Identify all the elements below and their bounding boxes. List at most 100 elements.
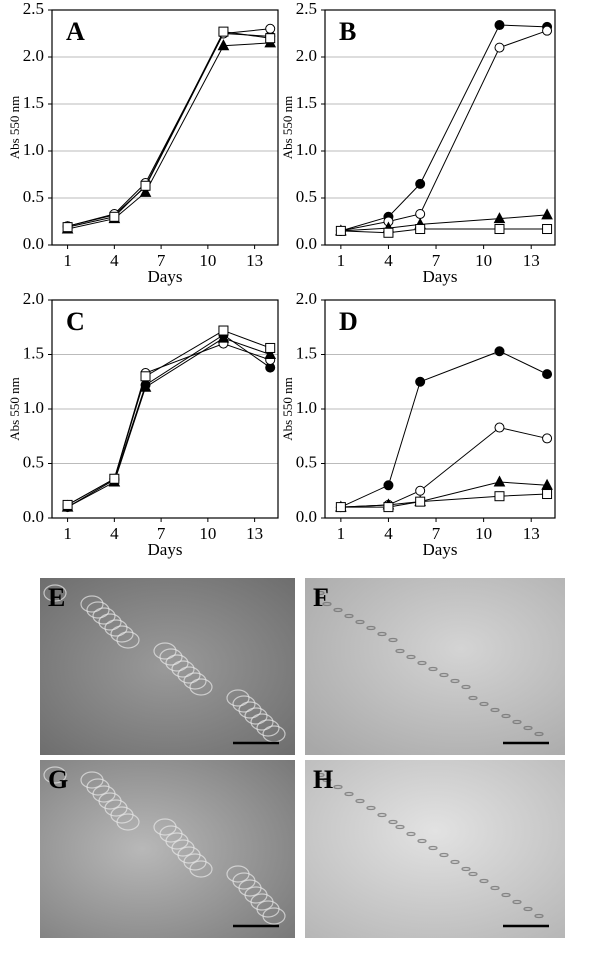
x-tick-label: 13	[523, 251, 540, 270]
cell	[377, 631, 387, 637]
x-tick-label: 7	[157, 251, 166, 270]
y-tick-label: 1.0	[296, 398, 317, 417]
cell	[226, 689, 250, 707]
y-tick-label: 0.0	[296, 234, 317, 253]
marker	[494, 42, 505, 53]
cell	[388, 637, 398, 643]
cell	[177, 666, 201, 684]
cell	[333, 784, 343, 790]
panel-letter: C	[66, 307, 85, 336]
cell	[80, 595, 104, 613]
series-line	[340, 24, 548, 232]
x-tick-label: 7	[432, 251, 441, 270]
x-axis-label: Days	[148, 540, 183, 559]
y-axis-label: Abs 550 nm	[280, 377, 295, 441]
panel-letter: D	[339, 307, 358, 336]
series-line	[67, 329, 271, 506]
x-tick-label: 1	[63, 251, 72, 270]
y-tick-label: 0.0	[23, 507, 44, 526]
marker	[541, 208, 553, 220]
y-tick-label: 1.0	[23, 140, 44, 159]
cell	[501, 713, 511, 719]
cell	[534, 731, 544, 737]
cell	[322, 601, 332, 607]
cell	[490, 707, 500, 713]
marker	[383, 227, 394, 238]
cell	[256, 719, 280, 737]
x-tick-label: 1	[63, 524, 72, 543]
marker	[335, 502, 346, 513]
cell	[110, 625, 134, 643]
cell	[468, 871, 478, 877]
cell	[355, 619, 365, 625]
x-tick-label: 10	[475, 251, 492, 270]
cell	[377, 812, 387, 818]
y-tick-label: 1.5	[296, 343, 317, 362]
marker	[494, 20, 505, 31]
y-tick-label: 2.0	[296, 289, 317, 308]
y-tick-label: 2.5	[23, 0, 44, 18]
panel-letter: B	[339, 17, 356, 46]
plot-frame	[51, 9, 279, 246]
marker	[494, 422, 505, 433]
marker	[415, 496, 426, 507]
y-axis-label: Abs 550 nm	[280, 96, 295, 160]
cell	[43, 584, 67, 602]
cell	[512, 719, 522, 725]
panel-letter: A	[66, 17, 85, 46]
y-tick-label: 2.0	[23, 289, 44, 308]
cell	[395, 824, 405, 830]
marker	[265, 23, 276, 34]
cell	[501, 892, 511, 898]
y-tick-label: 0.0	[23, 234, 44, 253]
cell	[523, 725, 533, 731]
cell	[183, 672, 207, 690]
marker	[542, 433, 553, 444]
cell	[189, 678, 213, 696]
cell	[92, 607, 116, 625]
x-tick-label: 1	[337, 251, 346, 270]
marker	[265, 342, 276, 353]
micrograph	[305, 578, 565, 755]
y-tick-label: 0.5	[296, 452, 317, 471]
cell	[333, 607, 343, 613]
cell	[165, 654, 189, 672]
marker	[218, 26, 229, 37]
marker	[62, 499, 73, 510]
marker	[494, 346, 505, 357]
cell	[388, 819, 398, 825]
plot-frame	[324, 299, 556, 519]
marker	[383, 502, 394, 513]
plot-frame	[51, 299, 279, 519]
cell	[479, 878, 489, 884]
x-tick-label: 13	[246, 524, 263, 543]
panel-letter: H	[313, 765, 333, 794]
marker	[140, 371, 151, 382]
cell	[406, 831, 416, 837]
y-tick-label: 2.5	[296, 0, 317, 18]
cell	[479, 701, 489, 707]
marker	[265, 33, 276, 44]
cell	[232, 695, 256, 713]
x-axis-label: Days	[423, 267, 458, 286]
y-tick-label: 1.0	[296, 140, 317, 159]
panel-letter: G	[48, 765, 68, 794]
marker	[415, 485, 426, 496]
marker	[139, 185, 152, 197]
marker	[218, 325, 229, 336]
cell	[450, 678, 460, 684]
cell	[395, 648, 405, 654]
x-axis-label: Days	[423, 540, 458, 559]
cell	[461, 866, 471, 872]
series-line	[67, 334, 271, 508]
cell	[428, 845, 438, 851]
marker	[217, 39, 230, 51]
cell	[43, 766, 67, 784]
cell	[468, 695, 478, 701]
y-tick-label: 1.5	[23, 93, 44, 112]
cell	[461, 684, 471, 690]
cell	[450, 859, 460, 865]
marker	[415, 208, 426, 219]
